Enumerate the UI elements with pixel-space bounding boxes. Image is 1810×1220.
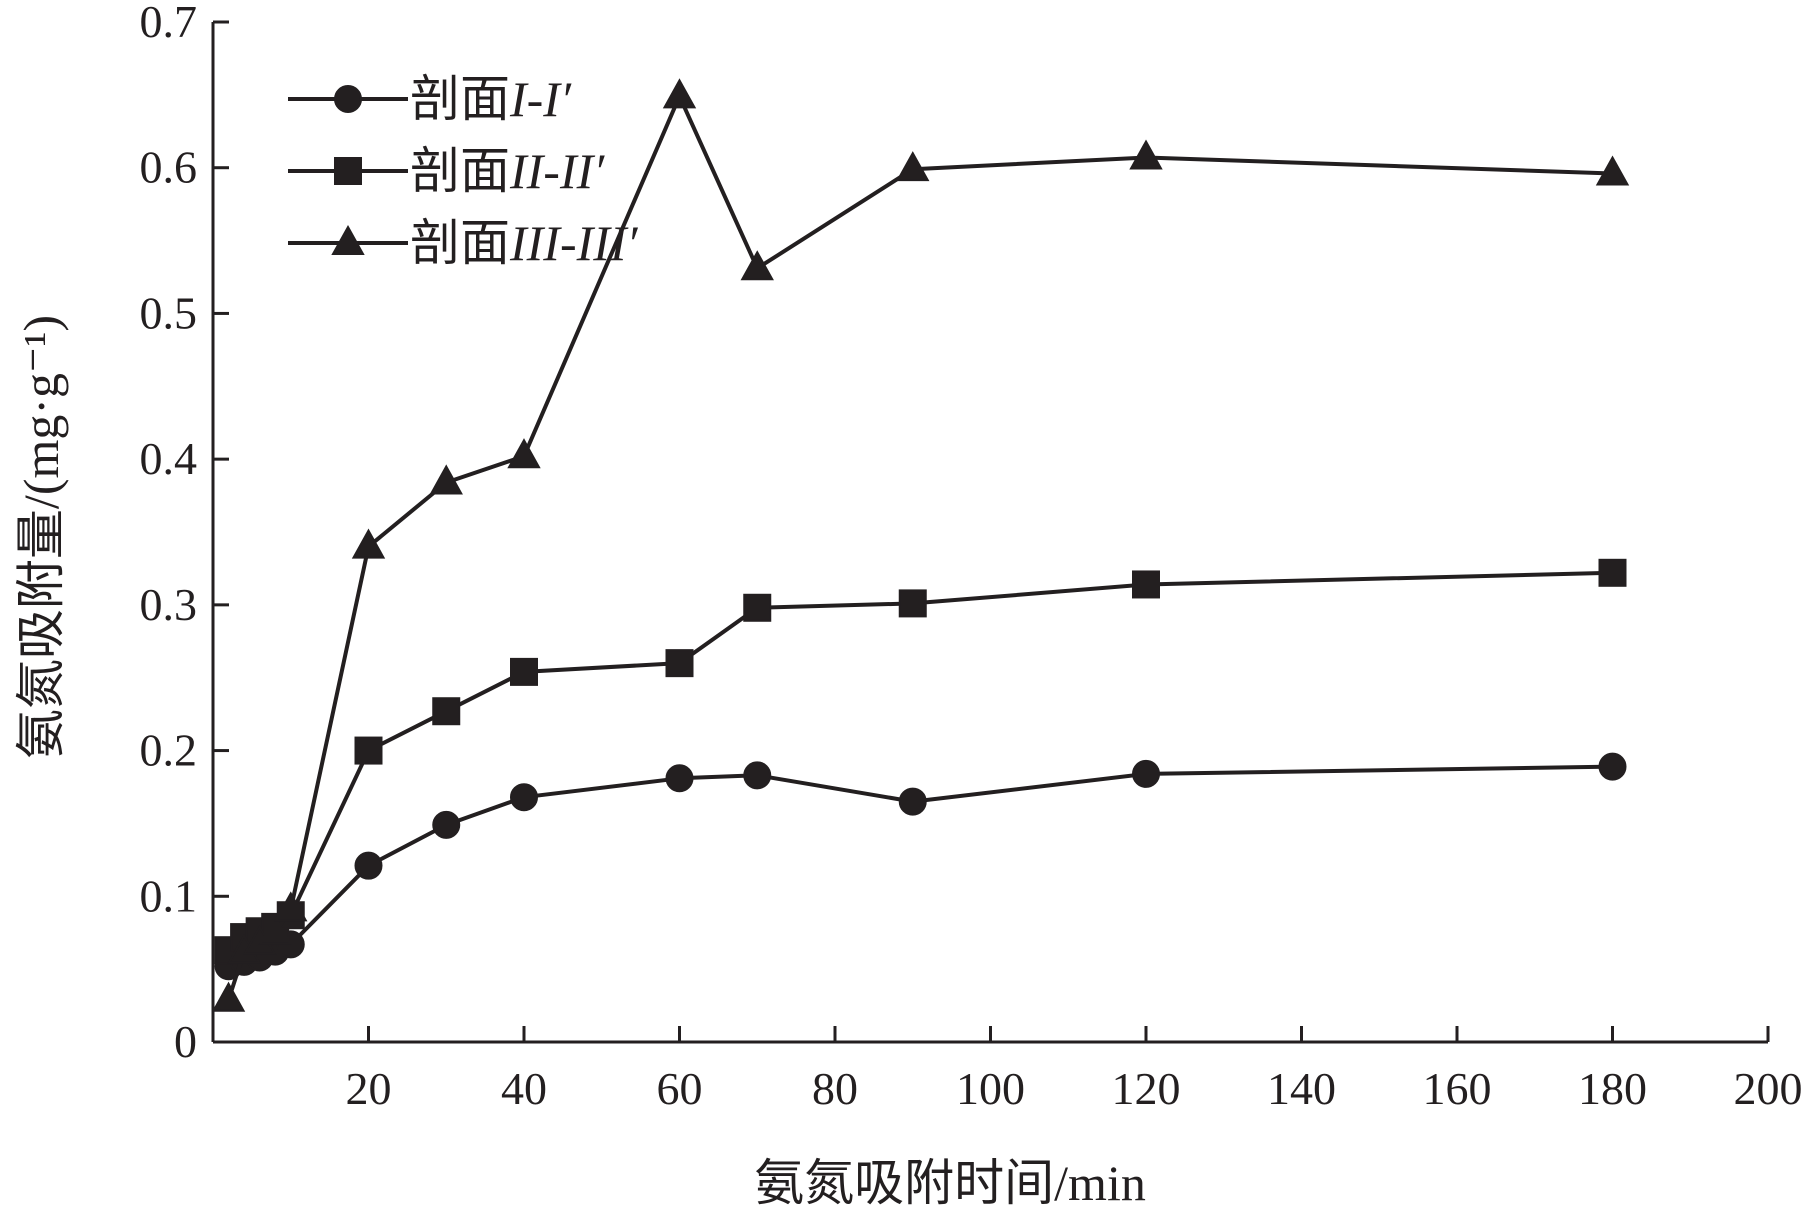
legend-item: 剖面III-III′ (288, 215, 639, 271)
legend-label-section: III-III′ (509, 215, 639, 271)
x-axis-title: 氨氮吸附时间/min (754, 1155, 1146, 1211)
data-point-square (432, 697, 461, 726)
data-point-square (354, 736, 383, 765)
legend-item: 剖面I-I′ (288, 71, 572, 127)
legend-label: 剖面I-I′ (410, 71, 572, 127)
data-point-circle (354, 851, 383, 880)
y-tick-label: 0.6 (140, 142, 198, 193)
legend-item: 剖面II-II′ (288, 143, 605, 199)
data-point-square (1598, 558, 1627, 587)
x-ticks: 20 40 60 80 100 120 140 160 180 200 (346, 1026, 1803, 1114)
data-point-square (898, 589, 927, 618)
x-tick-label: 180 (1578, 1063, 1647, 1114)
legend-label-section: I-I′ (509, 71, 572, 127)
x-tick-label: 120 (1112, 1063, 1181, 1114)
legend-label-prefix: 剖面 (410, 71, 510, 127)
data-point-triangle (429, 464, 463, 495)
x-tick-label: 160 (1423, 1063, 1492, 1114)
data-point-triangle (740, 250, 774, 281)
data-point-triangle (274, 891, 308, 922)
y-tick-label: 0.5 (140, 287, 198, 338)
data-point-circle (898, 787, 927, 816)
y-ticks: 0 0.1 0.2 0.3 0.4 0.5 0.6 0.7 (140, 0, 229, 1067)
y-tick-label: 0.3 (140, 579, 198, 630)
data-point-triangle (351, 528, 386, 559)
data-point-triangle (896, 151, 930, 182)
data-point-circle (1132, 759, 1160, 788)
x-tick-label: 20 (346, 1063, 392, 1114)
legend: 剖面I-I′剖面II-II′剖面III-III′ (288, 71, 639, 271)
y-axis-title: 氨氮吸附量/(mg·g⁻¹) (13, 315, 69, 759)
data-point-square (1132, 570, 1160, 599)
y-tick-label: 0 (174, 1016, 197, 1067)
x-tick-label: 60 (657, 1063, 703, 1114)
x-tick-label: 200 (1734, 1063, 1803, 1114)
data-point-circle (743, 761, 772, 790)
y-tick-label: 0.1 (140, 870, 198, 921)
data-point-square (665, 649, 694, 678)
series-triangle (211, 78, 1630, 1012)
data-point-triangle (258, 914, 292, 945)
data-point-triangle (211, 981, 246, 1012)
y-tick-label: 0.4 (140, 433, 198, 484)
series-circle (214, 752, 1627, 981)
data-point-square (743, 593, 772, 622)
series-square (214, 558, 1627, 965)
data-point-triangle (507, 438, 541, 469)
data-point-triangle (1595, 155, 1630, 186)
x-tick-label: 100 (956, 1063, 1025, 1114)
legend-label-prefix: 剖面 (410, 143, 510, 199)
legend-label-section: II-II′ (509, 143, 605, 199)
y-tick-label: 0.2 (140, 725, 198, 776)
data-point-circle (1598, 752, 1627, 781)
data-point-triangle (1129, 139, 1163, 170)
legend-label: 剖面III-III′ (410, 215, 639, 271)
data-point-square (510, 657, 538, 686)
legend-marker-triangle (331, 224, 365, 255)
x-tick-label: 80 (812, 1063, 858, 1114)
series (211, 78, 1630, 1012)
data-point-circle (510, 783, 538, 812)
series-line (227, 570, 1613, 952)
legend-marker-square (334, 157, 362, 185)
data-point-triangle (662, 78, 697, 109)
y-tick-label: 0.7 (140, 0, 198, 47)
legend-marker-circle (334, 85, 362, 113)
data-point-circle (665, 764, 694, 793)
data-point-circle (432, 810, 461, 839)
legend-label-prefix: 剖面 (410, 215, 510, 271)
legend-label: 剖面II-II′ (410, 143, 605, 199)
x-tick-label: 40 (501, 1063, 547, 1114)
x-tick-label: 140 (1267, 1063, 1336, 1114)
